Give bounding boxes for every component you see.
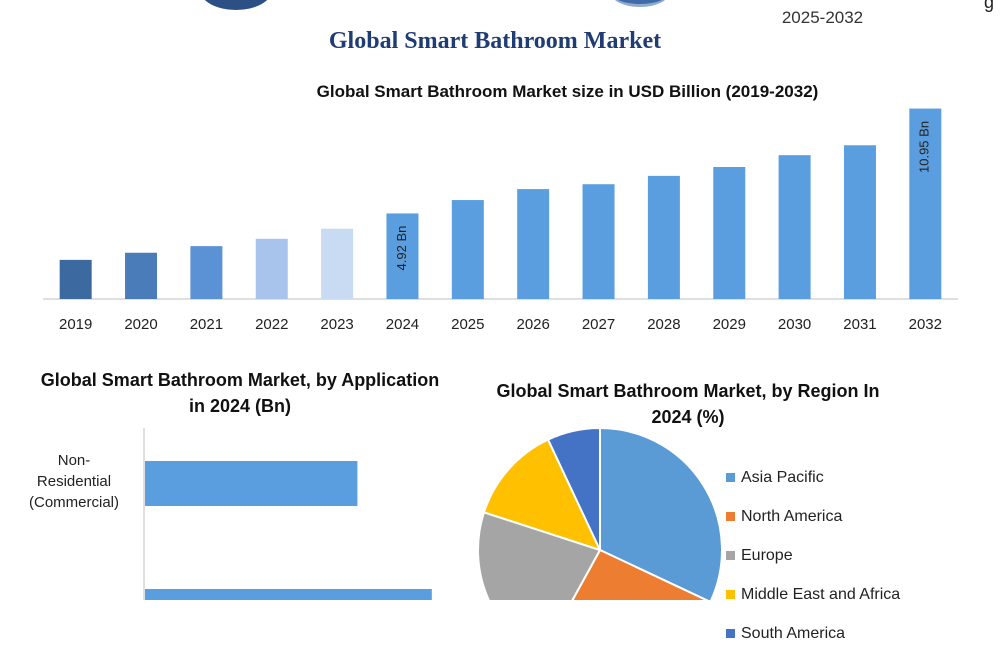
x-tick-label: 2022 xyxy=(255,316,288,333)
x-tick-label: 2021 xyxy=(190,316,223,333)
bar-2023 xyxy=(321,228,354,299)
header-corner-fragment: g xyxy=(983,0,994,12)
page-title: Global Smart Bathroom Market xyxy=(328,28,662,54)
x-tick-label: 2020 xyxy=(124,316,157,333)
bar-2021 xyxy=(190,246,223,299)
bar-2031 xyxy=(843,145,876,299)
legend-item: Asia Pacific xyxy=(726,458,900,497)
legend-label: Europe xyxy=(741,546,793,564)
bar-2029 xyxy=(713,167,746,299)
bar-data-label: 10.95 Bn xyxy=(917,121,932,173)
category-label-line: Residential xyxy=(36,473,112,490)
application-bar xyxy=(145,589,432,600)
x-tick-label: 2025 xyxy=(451,316,484,333)
x-tick-label: 2023 xyxy=(320,316,353,333)
x-tick-label: 2031 xyxy=(843,316,876,333)
legend-label: South America xyxy=(741,624,846,642)
legend-item: South America xyxy=(726,614,900,653)
legend-swatch xyxy=(726,590,735,599)
forecast-period: 2025-2032 xyxy=(781,8,864,27)
bar-data-label: 4.92 Bn xyxy=(394,226,409,271)
bar-2030 xyxy=(778,155,811,299)
x-tick-label: 2030 xyxy=(778,316,811,333)
application-bar xyxy=(145,461,358,506)
x-tick-label: 2028 xyxy=(647,316,680,333)
bar-2025 xyxy=(451,200,484,299)
x-tick-label: 2032 xyxy=(909,316,942,333)
legend-swatch xyxy=(726,551,735,560)
bar-2024 xyxy=(386,213,419,299)
brand-logo xyxy=(200,0,272,10)
x-tick-label: 2027 xyxy=(582,316,615,333)
bar-2022 xyxy=(255,238,288,299)
legend-swatch xyxy=(726,629,735,638)
application-chart-title: Global Smart Bathroom Market, by Applica… xyxy=(40,370,440,416)
x-tick-label: 2024 xyxy=(386,316,419,333)
legend-label: Asia Pacific xyxy=(741,468,824,486)
legend-label: North America xyxy=(741,507,843,525)
bar-2019 xyxy=(59,259,92,299)
legend-label: Middle East and Africa xyxy=(741,585,901,603)
pie-slice-asia-pacific xyxy=(599,426,723,600)
category-label-line: (Commercial) xyxy=(29,494,119,511)
globe-icon xyxy=(610,0,670,7)
legend-swatch xyxy=(726,512,735,521)
region-chart-title: Global Smart Bathroom Market, by Region … xyxy=(496,381,880,427)
pie-slice-north-america xyxy=(571,548,709,600)
region-legend: Asia Pacific North America Europe Middle Ea… xyxy=(726,458,900,653)
legend-item: Europe xyxy=(726,536,900,575)
pie-slice-middle-east-and-africa xyxy=(482,438,602,552)
x-tick-label: 2029 xyxy=(713,316,746,333)
legend-item: North America xyxy=(726,497,900,536)
bar-2026 xyxy=(517,189,550,299)
legend-item: Middle East and Africa xyxy=(726,575,900,614)
bar-2020 xyxy=(125,252,158,299)
bar-2027 xyxy=(582,184,615,299)
pie-slice-europe xyxy=(477,511,602,600)
pie-slice-south-america xyxy=(546,426,601,551)
legend-swatch xyxy=(726,473,735,482)
application-category-label: Non- Residential (Commercial) xyxy=(6,450,142,513)
charts-canvas: 2019 2020 2021 2022 2023 2024 2025 2026 2027 2028… xyxy=(43,108,958,600)
bar-2032 xyxy=(909,108,942,299)
bar-2028 xyxy=(647,175,680,299)
category-label-line: Non- xyxy=(57,452,91,469)
x-tick-label: 2019 xyxy=(59,316,92,333)
bar-chart-title: Global Smart Bathroom Market size in USD… xyxy=(316,82,819,101)
x-tick-label: 2026 xyxy=(516,316,549,333)
